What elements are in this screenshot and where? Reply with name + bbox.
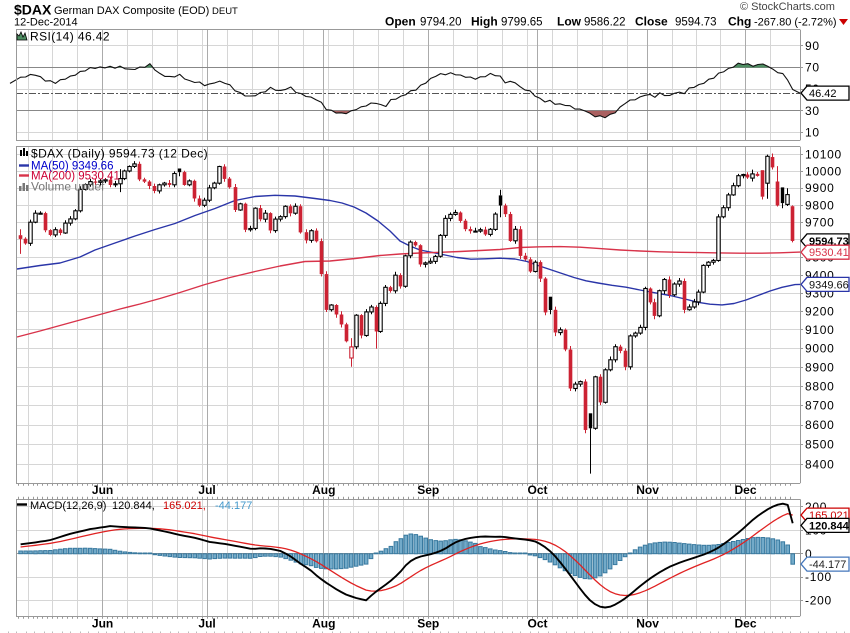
svg-text:Jun: Jun	[92, 617, 113, 631]
svg-text:Jul: Jul	[198, 483, 215, 497]
svg-text:Sep: Sep	[417, 617, 439, 631]
svg-text:Nov: Nov	[636, 617, 659, 631]
svg-text:DEUT: DEUT	[212, 6, 238, 17]
svg-text:Dec: Dec	[734, 617, 756, 631]
svg-text:9200: 9200	[805, 305, 835, 319]
svg-text:Nov: Nov	[636, 483, 659, 497]
svg-text:9000: 9000	[805, 342, 835, 356]
svg-text:9100: 9100	[805, 323, 835, 337]
svg-text:$DAX (Daily) 9594.73 (12 Dec): $DAX (Daily) 9594.73 (12 Dec)	[31, 147, 208, 161]
svg-text:165.021,: 165.021,	[163, 500, 206, 512]
svg-text:0: 0	[805, 547, 812, 561]
svg-text:9530.41: 9530.41	[809, 247, 849, 259]
svg-text:-200: -200	[805, 594, 832, 608]
svg-text:RSI(14) 46.42: RSI(14) 46.42	[30, 30, 110, 44]
svg-text:-44.177: -44.177	[215, 500, 252, 512]
svg-text:70: 70	[805, 61, 820, 75]
svg-text:Open: Open	[385, 15, 416, 29]
svg-text:30: 30	[805, 104, 820, 118]
svg-text:8800: 8800	[805, 379, 835, 393]
svg-text:10000: 10000	[805, 164, 842, 178]
svg-text:9586.22: 9586.22	[584, 17, 626, 29]
svg-text:German DAX Composite (EOD): German DAX Composite (EOD)	[54, 5, 209, 17]
svg-text:-100: -100	[805, 570, 832, 584]
svg-text:Low: Low	[557, 15, 582, 29]
svg-text:© StockCharts.com: © StockCharts.com	[740, 1, 835, 13]
svg-text:8500: 8500	[805, 438, 835, 452]
svg-text:MA(50) 9349.66: MA(50) 9349.66	[31, 161, 113, 173]
svg-text:Oct: Oct	[527, 617, 547, 631]
svg-text:Jul: Jul	[198, 617, 215, 631]
svg-text:9900: 9900	[805, 181, 835, 195]
svg-text:9800: 9800	[805, 198, 835, 212]
svg-text:9594.73: 9594.73	[675, 17, 717, 29]
svg-text:Volume undef: Volume undef	[31, 180, 105, 194]
svg-text:Aug: Aug	[312, 483, 335, 497]
svg-text:Sep: Sep	[417, 483, 439, 497]
svg-text:Aug: Aug	[312, 617, 335, 631]
svg-text:12-Dec-2014: 12-Dec-2014	[14, 17, 78, 29]
svg-text:MACD(12,26,9): MACD(12,26,9)	[30, 500, 106, 512]
svg-text:Dec: Dec	[734, 483, 756, 497]
svg-text:9794.20: 9794.20	[420, 17, 462, 29]
svg-text:10100: 10100	[805, 148, 842, 162]
svg-text:Oct: Oct	[527, 483, 547, 497]
svg-text:9799.65: 9799.65	[501, 17, 543, 29]
svg-text:120.844,: 120.844,	[112, 500, 155, 512]
svg-text:46.42: 46.42	[809, 88, 837, 100]
svg-text:High: High	[471, 15, 498, 29]
svg-text:10: 10	[805, 126, 820, 140]
svg-text:-44.177: -44.177	[809, 559, 846, 571]
svg-text:8900: 8900	[805, 360, 835, 374]
svg-text:120.844: 120.844	[809, 520, 850, 532]
svg-text:Chg: Chg	[728, 15, 751, 29]
svg-text:Jun: Jun	[92, 483, 113, 497]
svg-text:$DAX: $DAX	[14, 2, 52, 18]
svg-text:8700: 8700	[805, 399, 835, 413]
svg-text:9700: 9700	[805, 216, 835, 230]
svg-text:MA(200) 9530.41: MA(200) 9530.41	[31, 171, 120, 183]
svg-text:9349.66: 9349.66	[809, 279, 849, 291]
svg-text:Close: Close	[635, 15, 668, 29]
svg-text:90: 90	[805, 39, 820, 53]
svg-text:8600: 8600	[805, 418, 835, 432]
svg-text:-267.80 (-2.72%): -267.80 (-2.72%)	[754, 17, 837, 29]
svg-text:8400: 8400	[805, 458, 835, 472]
